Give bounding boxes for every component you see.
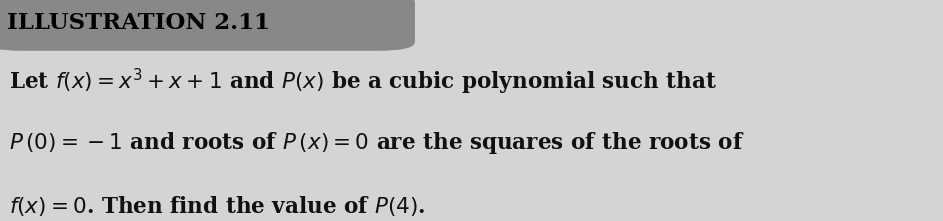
Text: $f(x) = 0$. Then find the value of $P(4)$.: $f(x) = 0$. Then find the value of $P(4)… xyxy=(9,194,426,219)
Text: $P\,(0) = -1$ and roots of $P\,(x) = 0$ are the squares of the roots of: $P\,(0) = -1$ and roots of $P\,(x) = 0$ … xyxy=(9,130,745,156)
Text: Let $f(x) = x^3 + x + 1$ and $P(x)$ be a cubic polynomial such that: Let $f(x) = x^3 + x + 1$ and $P(x)$ be a… xyxy=(9,66,718,97)
FancyBboxPatch shape xyxy=(0,0,415,51)
Text: ILLUSTRATION 2.11: ILLUSTRATION 2.11 xyxy=(7,12,270,34)
